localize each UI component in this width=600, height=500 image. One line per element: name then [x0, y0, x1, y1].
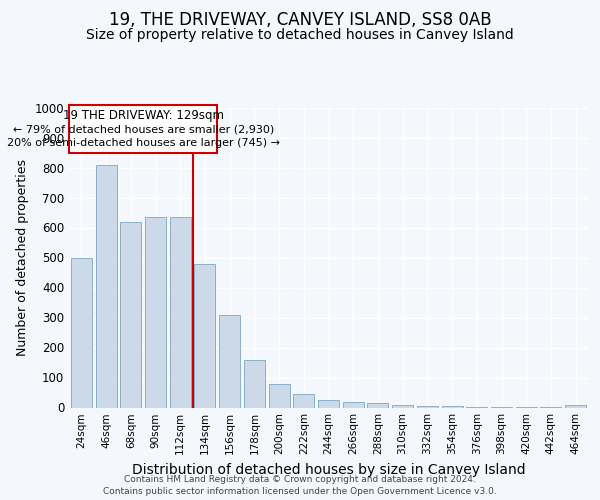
Bar [343, 402, 364, 407]
Bar [491, 407, 512, 408]
Bar [145, 217, 166, 408]
Bar [71, 258, 92, 408]
Text: Size of property relative to detached houses in Canvey Island: Size of property relative to detached ho… [86, 28, 514, 42]
X-axis label: Distribution of detached houses by size in Canvey Island: Distribution of detached houses by size … [131, 463, 526, 477]
Text: 20% of semi-detached houses are larger (745) →: 20% of semi-detached houses are larger (… [7, 138, 280, 147]
Bar [318, 400, 339, 407]
Bar [392, 404, 413, 407]
Bar [293, 394, 314, 407]
FancyBboxPatch shape [70, 105, 217, 153]
Bar [269, 384, 290, 407]
Bar [170, 217, 191, 408]
Bar [442, 406, 463, 408]
Text: Contains HM Land Registry data © Crown copyright and database right 2024.: Contains HM Land Registry data © Crown c… [124, 476, 476, 484]
Bar [219, 314, 240, 408]
Text: 19 THE DRIVEWAY: 129sqm: 19 THE DRIVEWAY: 129sqm [62, 109, 224, 122]
Bar [194, 264, 215, 408]
Text: ← 79% of detached houses are smaller (2,930): ← 79% of detached houses are smaller (2,… [13, 124, 274, 134]
Text: Contains public sector information licensed under the Open Government Licence v3: Contains public sector information licen… [103, 486, 497, 496]
Bar [466, 406, 487, 408]
Bar [367, 403, 388, 407]
Bar [95, 164, 116, 408]
Bar [120, 222, 141, 408]
Y-axis label: Number of detached properties: Number of detached properties [16, 159, 29, 356]
Text: 19, THE DRIVEWAY, CANVEY ISLAND, SS8 0AB: 19, THE DRIVEWAY, CANVEY ISLAND, SS8 0AB [109, 11, 491, 29]
Bar [417, 406, 438, 407]
Bar [244, 360, 265, 408]
Bar [565, 405, 586, 407]
